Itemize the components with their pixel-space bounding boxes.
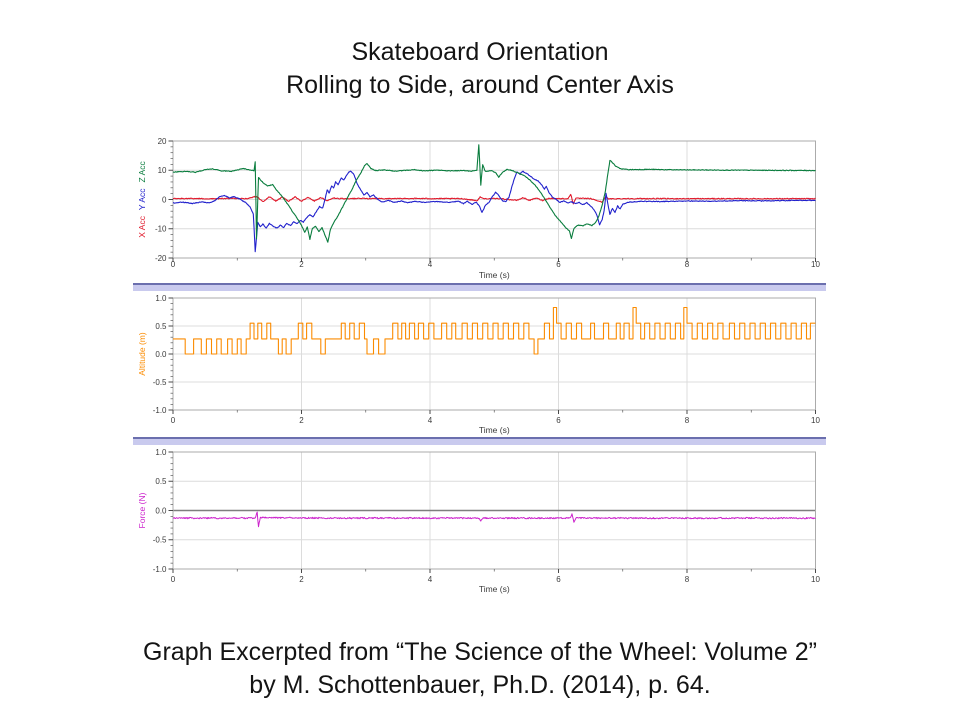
x-tick-label: 4 (428, 416, 433, 425)
x-tick-label: 10 (811, 260, 820, 269)
y-tick-label: 10 (158, 166, 167, 175)
y-tick-label: -10 (155, 225, 167, 234)
y-axis-label: Altitude (m) (137, 332, 147, 376)
slide-title: Skateboard Orientation Rolling to Side, … (0, 36, 960, 101)
caption-line-2: by M. Schottenbauer, Ph.D. (2014), p. 64… (249, 670, 711, 699)
x-tick-label: 6 (556, 575, 561, 584)
y-tick-label: 1.0 (155, 448, 167, 457)
x-tick-label: 0 (171, 260, 176, 269)
x-tick-label: 8 (685, 260, 690, 269)
y-axis-label: X AccY AccZ Acc (137, 160, 147, 237)
series-line-y-acc (173, 170, 816, 253)
series-line-altitude (173, 306, 816, 355)
x-tick-label: 10 (811, 575, 820, 584)
acceleration-chart: 20 10 0 -10 -20 0 2 4 6 8 10 Time (s) X AccY AccZ Ac… (137, 137, 820, 280)
y-tick-label: -0.5 (153, 536, 167, 545)
caption-line-1: Graph Excerpted from “The Science of the… (143, 638, 817, 666)
series-line-force (172, 511, 816, 528)
title-line-1: Skateboard Orientation (351, 38, 609, 66)
x-axis-label: Time (s) (479, 584, 510, 594)
y-tick-label: 0.5 (155, 322, 167, 331)
x-axis-label: Time (s) (479, 425, 510, 435)
x-tick-label: 8 (685, 575, 690, 584)
altitude-chart: 1.0 0.5 0.0 -0.5 -1.0 0 2 4 6 8 10 Time (s) Altitude… (137, 294, 820, 435)
force-chart: 1.0 0.5 0.0 -0.5 -1.0 0 2 4 6 8 10 Time (s) Force (N… (137, 448, 820, 594)
y-tick-label: -20 (155, 254, 167, 263)
x-tick-label: 2 (299, 416, 304, 425)
y-tick-label: 1.0 (155, 294, 167, 303)
y-tick-label: 20 (158, 137, 167, 146)
y-tick-label: 0.0 (155, 506, 167, 515)
x-axis-label: Time (s) (479, 270, 510, 280)
chart-divider (133, 283, 826, 291)
x-tick-label: 6 (556, 260, 561, 269)
y-tick-label: -1.0 (153, 565, 167, 574)
y-tick-label: 0.5 (155, 477, 167, 486)
slide-caption: Graph Excerpted from “The Science of the… (0, 636, 960, 701)
x-tick-label: 0 (171, 416, 176, 425)
x-tick-label: 2 (299, 260, 304, 269)
series-line-z-acc (172, 144, 816, 243)
chart-divider (133, 437, 826, 445)
y-axis-label: Force (N) (137, 492, 147, 528)
title-line-2: Rolling to Side, around Center Axis (286, 70, 674, 99)
graph-figure: 20 10 0 -10 -20 0 2 4 6 8 10 Time (s) X AccY AccZ Ac… (133, 130, 827, 600)
series-line-x-acc (172, 193, 816, 205)
y-tick-label: -0.5 (153, 378, 167, 387)
x-tick-label: 6 (556, 416, 561, 425)
x-tick-label: 8 (685, 416, 690, 425)
y-tick-label: -1.0 (153, 406, 167, 415)
y-tick-label: 0.0 (155, 350, 167, 359)
x-tick-label: 0 (171, 575, 176, 584)
x-tick-label: 10 (811, 416, 820, 425)
x-tick-label: 4 (428, 575, 433, 584)
x-tick-label: 4 (428, 260, 433, 269)
x-tick-label: 2 (299, 575, 304, 584)
y-tick-label: 0 (162, 195, 167, 204)
